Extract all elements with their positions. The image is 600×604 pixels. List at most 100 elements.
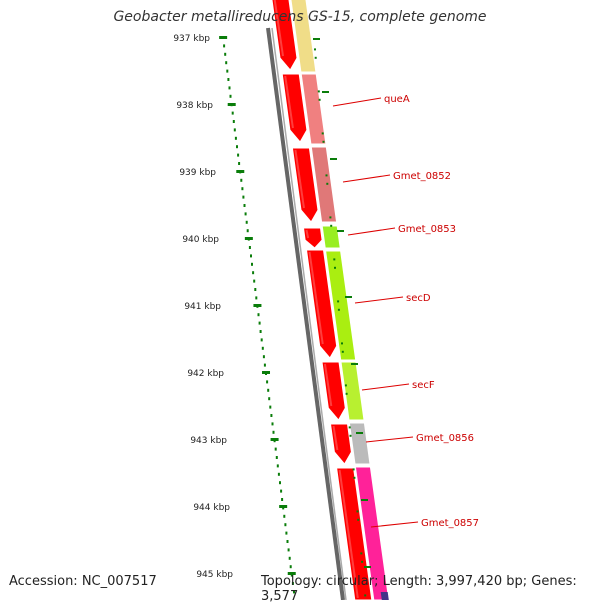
ruler-dot	[337, 300, 340, 303]
gene-label: secD	[406, 293, 431, 304]
leader-line	[347, 227, 396, 236]
scale-dot	[284, 523, 287, 527]
scale-dot	[262, 355, 265, 359]
ruler-dot	[364, 594, 367, 597]
ruler-dot	[317, 90, 320, 93]
scale-dot	[272, 430, 275, 434]
scale-dot	[253, 279, 256, 283]
scale-dot	[223, 44, 226, 48]
tick-mark	[262, 371, 271, 374]
scale-dot	[234, 136, 237, 140]
gene-label: Gmet_0853	[398, 224, 456, 235]
scale-dot	[250, 254, 252, 258]
tick-label: 942 kbp	[187, 369, 224, 379]
tick-mark	[253, 304, 262, 307]
tick-mark	[287, 572, 296, 575]
ruler-dot	[325, 174, 328, 177]
scale-dot	[240, 178, 243, 182]
scale-dot	[268, 397, 271, 401]
gene-block-gmet-0853	[321, 225, 341, 249]
scale-dot	[279, 481, 281, 485]
tick-label: 943 kbp	[190, 436, 227, 446]
ruler-dot	[356, 510, 359, 513]
ruler-dot	[349, 434, 352, 437]
tick-label: 945 kbp	[196, 570, 233, 580]
tick-label: 941 kbp	[184, 302, 221, 312]
ruler-dot	[348, 426, 351, 429]
tick-label: 940 kbp	[182, 235, 219, 245]
scale-dot	[248, 246, 251, 249]
ruler-dot	[357, 518, 360, 521]
scale-dot	[244, 212, 247, 216]
scale-dot	[251, 262, 253, 266]
scale-dot	[224, 52, 227, 56]
gene-block-next	[380, 592, 389, 600]
scale-dot	[261, 346, 264, 350]
scale-dot	[241, 187, 244, 191]
tick-label: 938 kbp	[176, 101, 213, 111]
ruler-dot	[321, 132, 324, 135]
tick-label: 944 kbp	[193, 503, 230, 513]
scale-dot	[245, 220, 248, 224]
tick-mark	[270, 438, 279, 441]
accession-label: Accession: NC_007517	[9, 574, 157, 589]
scale-dot	[269, 405, 272, 409]
ruler-dash	[322, 91, 329, 93]
ruler-dash	[345, 296, 352, 298]
ruler-dot	[353, 476, 356, 479]
leader-line	[370, 521, 419, 528]
scale-dot	[280, 489, 283, 493]
gene-label: secF	[412, 380, 435, 391]
scale-dot	[225, 61, 228, 65]
scale-dot	[263, 363, 266, 367]
ruler-dot	[334, 266, 336, 269]
leader-line	[332, 97, 382, 107]
scale-dot	[229, 94, 232, 98]
scale-dot	[281, 498, 284, 501]
gene-block-gmet-0852	[310, 146, 338, 223]
ruler-dash	[356, 432, 363, 434]
gene-label: queA	[384, 94, 410, 105]
ruler-dot	[345, 392, 348, 395]
ruler-dash	[330, 158, 337, 160]
scale-dot	[237, 153, 240, 157]
scale-dot	[290, 573, 293, 577]
ruler-dot	[337, 308, 340, 311]
forward-gene-arrow	[302, 227, 323, 249]
tick-mark	[244, 237, 253, 240]
ruler-dot	[326, 182, 329, 185]
ruler-dash	[313, 38, 320, 40]
arrow-shine	[332, 425, 339, 451]
ruler-dot	[360, 552, 363, 555]
backbone-highlight	[271, 27, 347, 600]
gene-label: Gmet_0856	[416, 433, 474, 444]
scale-dot	[291, 582, 294, 585]
tick-mark	[227, 103, 236, 106]
gene-block-gmet-0856	[348, 422, 371, 465]
tick-mark	[279, 505, 288, 508]
scale-dot	[271, 422, 274, 426]
leader-line	[365, 436, 414, 443]
forward-gene-arrow	[336, 467, 373, 600]
gene-label: Gmet_0852	[393, 171, 451, 182]
scale-dot	[260, 338, 263, 342]
ruler-dot	[318, 98, 321, 101]
gene-block-secd	[325, 250, 357, 361]
tick-label: 937 kbp	[173, 34, 210, 44]
ruler-dash	[337, 230, 344, 232]
scale-dot	[289, 565, 292, 569]
ruler-dash	[361, 499, 368, 501]
ruler-dot	[314, 48, 316, 51]
scale-dot	[275, 456, 278, 459]
gene-block-secf	[340, 361, 365, 421]
scale-dot	[274, 447, 277, 451]
arrow-shine	[273, 0, 284, 57]
ruler-dot	[333, 258, 336, 261]
scale-dot	[254, 288, 257, 291]
scale-dot	[226, 69, 229, 73]
ruler-dot	[361, 560, 364, 563]
arrow-shine	[323, 363, 333, 407]
gene-label: Gmet_0857	[421, 518, 479, 529]
